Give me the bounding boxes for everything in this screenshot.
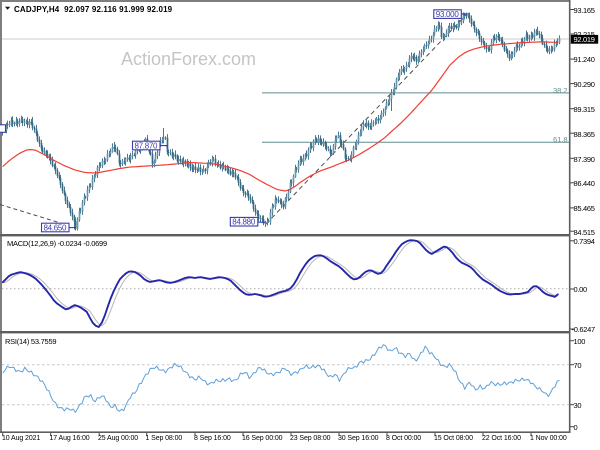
svg-text:84.880: 84.880 (232, 218, 256, 227)
svg-text:87.870: 87.870 (135, 141, 159, 150)
svg-text:84.650: 84.650 (44, 223, 68, 232)
svg-text:93.000: 93.000 (436, 10, 460, 19)
